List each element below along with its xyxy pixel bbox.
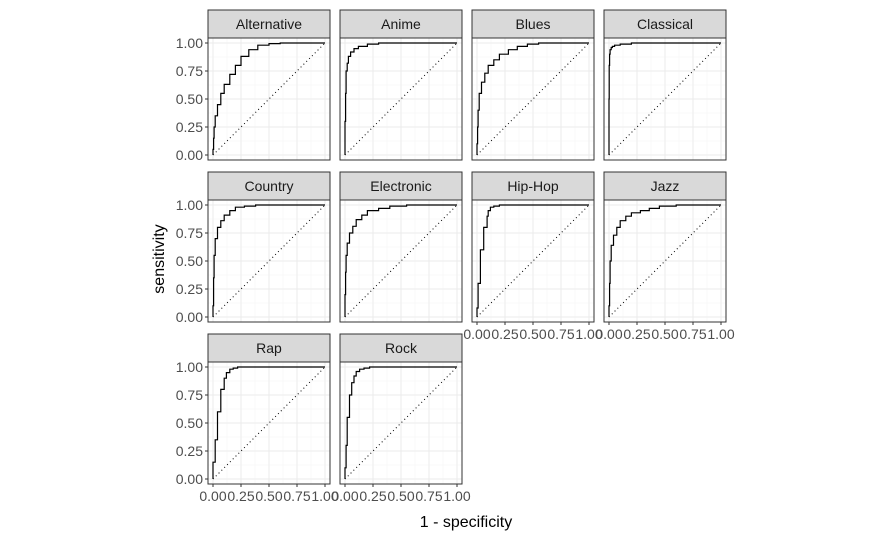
- facet-country: Country 0.00 0.25 0.50 0.75 1.00: [176, 171, 331, 325]
- y-tick-label: 0.50: [176, 91, 203, 107]
- x-tick-label: 1.00: [443, 488, 470, 504]
- facet-strip-label: Blues: [515, 16, 550, 32]
- facet-strip-label: Rock: [385, 340, 418, 356]
- y-tick-label: 0.00: [176, 147, 203, 163]
- x-tick-label: 0.00: [595, 326, 622, 342]
- facet-strip: [339, 333, 463, 363]
- facet-strip-label: Country: [244, 178, 293, 194]
- roc-curve: [212, 42, 325, 155]
- x-tick-label: 0.75: [679, 326, 706, 342]
- roc-curve: [608, 42, 721, 155]
- y-tick-label: 0.75: [176, 63, 203, 79]
- y-tick-label: 0.25: [176, 119, 203, 135]
- facet-strip: [207, 171, 331, 201]
- roc-curve: [476, 204, 589, 317]
- x-tick-label: 0.75: [283, 488, 310, 504]
- x-tick-label: 0.25: [227, 488, 254, 504]
- y-tick-label: 0.00: [176, 309, 203, 325]
- facet-strip: [207, 9, 331, 39]
- x-tick-label: 1.00: [575, 326, 602, 342]
- y-tick-label: 0.25: [176, 443, 203, 459]
- facet-classical: Classical: [603, 9, 727, 161]
- facet-strip: [339, 9, 463, 39]
- facet-strip: [603, 9, 727, 39]
- x-tick-label: 0.75: [415, 488, 442, 504]
- facet-strip-label: Alternative: [236, 16, 302, 32]
- panel-border: [339, 199, 463, 323]
- y-axis-title: sensitivity: [151, 224, 168, 293]
- roc-curve: [344, 42, 457, 155]
- y-tick-label: 1.00: [176, 359, 203, 375]
- x-tick-label: 0.50: [651, 326, 678, 342]
- facet-strip: [603, 171, 727, 201]
- x-tick-label: 0.50: [387, 488, 414, 504]
- x-tick-label: 0.25: [359, 488, 386, 504]
- y-tick-label: 0.50: [176, 253, 203, 269]
- x-tick-label: 0.00: [199, 488, 226, 504]
- y-tick-label: 0.75: [176, 225, 203, 241]
- roc-curve: [344, 204, 457, 317]
- facet-strip: [471, 9, 595, 39]
- y-tick-label: 0.25: [176, 281, 203, 297]
- x-tick-label: 0.00: [331, 488, 358, 504]
- roc-curve: [212, 366, 325, 479]
- facet-strip-label: Electronic: [370, 178, 431, 194]
- y-tick-label: 1.00: [176, 197, 203, 213]
- facet-jazz: Jazz 0.00 0.25 0.50 0.75 1.00: [595, 171, 735, 342]
- panel-border: [603, 37, 727, 161]
- roc-curve: [476, 42, 589, 155]
- facet-strip-label: Rap: [256, 340, 282, 356]
- y-tick-label: 0.75: [176, 387, 203, 403]
- roc-curve: [608, 204, 721, 317]
- facet-strip-label: Classical: [637, 16, 693, 32]
- facet-electronic: Electronic: [339, 171, 463, 323]
- facet-blues: Blues: [471, 9, 595, 161]
- y-tick-label: 0.50: [176, 415, 203, 431]
- panel-border: [339, 37, 463, 161]
- x-tick-label: 0.50: [255, 488, 282, 504]
- x-axis-title: 1 - specificity: [420, 514, 512, 531]
- facet-strip-label: Hip-Hop: [507, 178, 559, 194]
- roc-curve: [344, 366, 457, 479]
- panel-border: [471, 37, 595, 161]
- x-tick-label: 0.50: [519, 326, 546, 342]
- y-tick-label: 1.00: [176, 35, 203, 51]
- roc-curve: [212, 204, 325, 317]
- facet-rock: Rock 0.00 0.25 0.50 0.75 1.00: [331, 333, 471, 504]
- x-tick-label: 1.00: [707, 326, 734, 342]
- facet-alternative: Alternative 0.00 0.25 0.50 0.75 1.00: [176, 9, 331, 163]
- x-tick-label: 1.00: [311, 488, 338, 504]
- x-tick-label: 0.75: [547, 326, 574, 342]
- x-tick-label: 0.25: [623, 326, 650, 342]
- x-tick-label: 0.25: [491, 326, 518, 342]
- facet-strip-label: Anime: [381, 16, 421, 32]
- facet-hip-hop: Hip-Hop 0.00 0.25 0.50 0.75 1.00: [463, 171, 603, 342]
- x-tick-label: 0.00: [463, 326, 490, 342]
- facet-strip-label: Jazz: [651, 178, 680, 194]
- y-tick-label: 0.00: [176, 471, 203, 487]
- facet-strip: [207, 333, 331, 363]
- facet-anime: Anime: [339, 9, 463, 161]
